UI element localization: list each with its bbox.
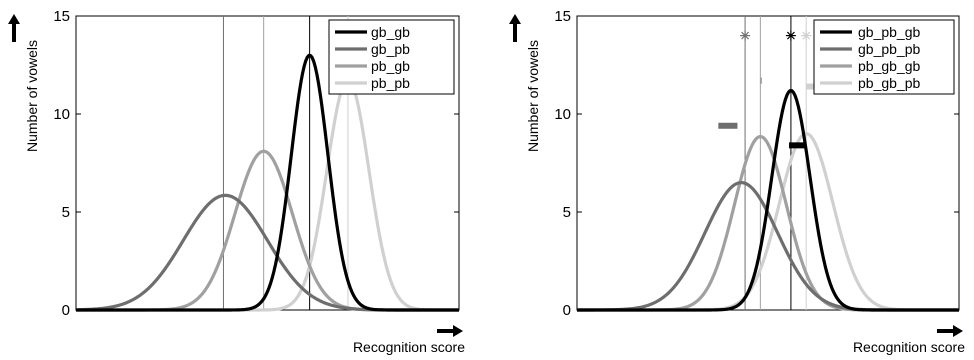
significance-star [785,30,796,41]
legend-label: pb_gb [371,58,410,74]
series-line [76,53,459,312]
range-bar [759,77,762,84]
x-axis-arrowhead-icon [453,325,463,337]
legend-label: pb_pb [371,75,410,91]
legend-label: gb_pb [371,41,410,57]
y-tick-label: 5 [62,204,70,221]
legend-label: gb_pb_gb [858,24,921,40]
y-tick-label: 0 [62,302,70,319]
x-axis-label: Recognition score [353,339,465,355]
y-tick-label: 5 [563,204,571,221]
legend-label: gb_gb [371,24,410,40]
y-tick-label: 15 [554,8,571,25]
x-axis-label: Recognition score [853,339,965,355]
x-axis-arrowhead-icon [953,325,963,337]
range-bar [718,122,738,129]
significance-star [801,30,812,41]
legend-label: pb_gb_pb [858,75,921,91]
y-axis-label: Number of vowels [525,40,541,152]
y-tick-label: 15 [53,8,70,25]
y-axis-label: Number of vowels [24,40,40,152]
y-axis-arrowhead-icon [509,14,521,24]
y-tick-label: 10 [554,106,571,123]
legend-label: gb_pb_pb [858,41,921,57]
range-bar [789,142,807,149]
significance-star [740,30,751,41]
y-tick-label: 0 [563,302,571,319]
series-line [576,89,960,312]
legend-label: pb_gb_gb [858,58,921,74]
y-axis-arrowhead-icon [8,14,20,24]
y-tick-label: 10 [53,106,70,123]
